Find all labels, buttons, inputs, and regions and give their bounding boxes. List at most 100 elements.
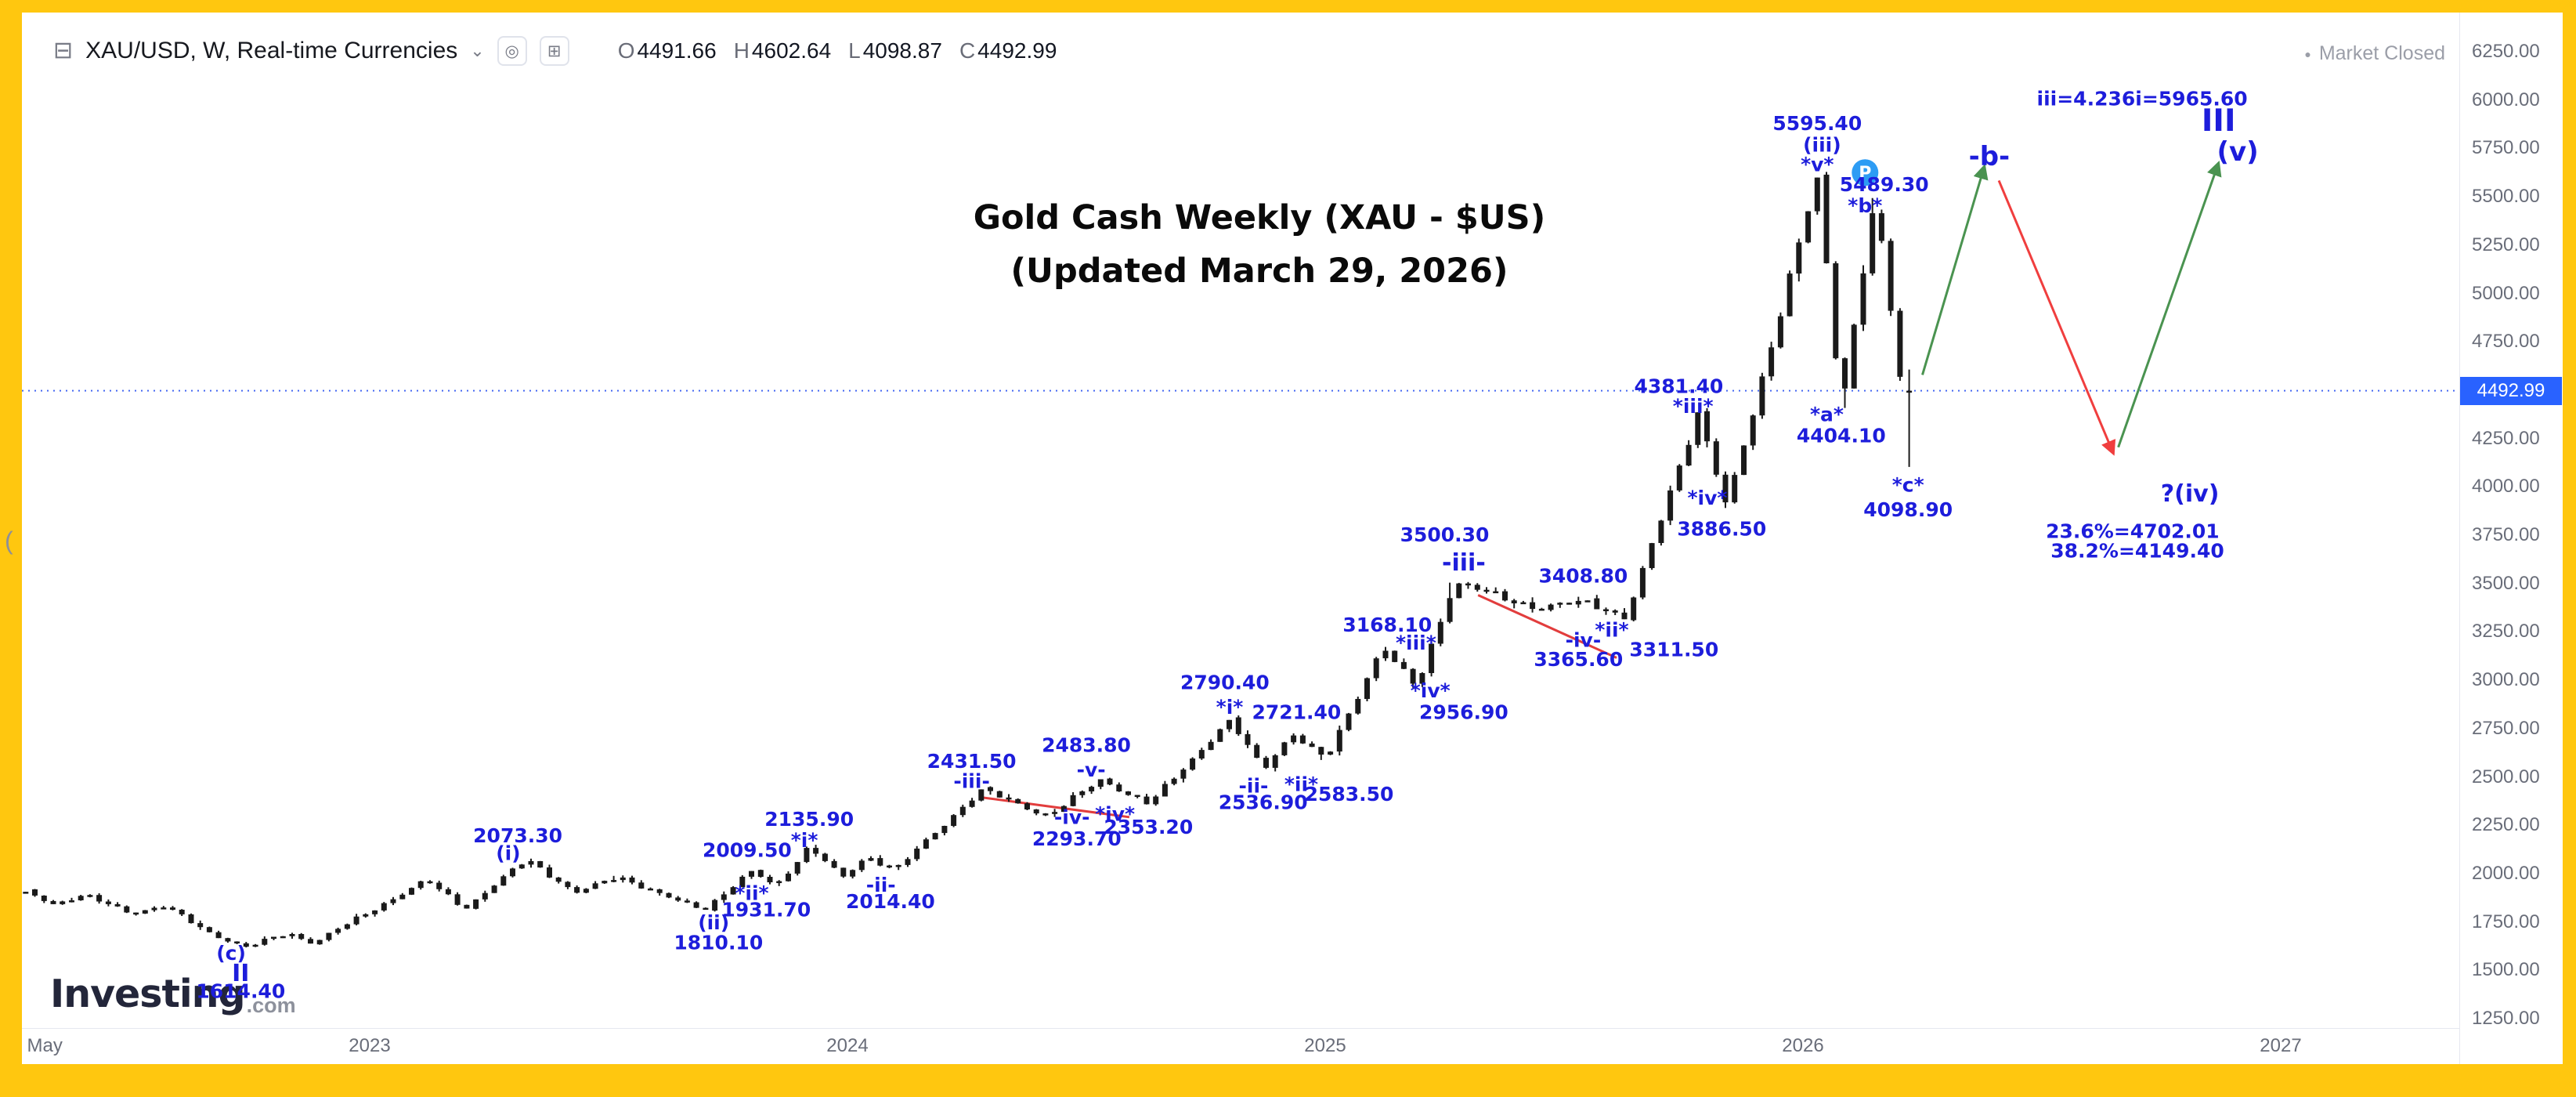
ohlc-item: H 4602.64 — [733, 38, 832, 63]
wave-annotation: *v* — [1801, 154, 1834, 176]
chart-header: ⊟ XAU/USD, W, Real-time Currencies ⌄ ◎ ⊞… — [53, 36, 1057, 66]
price-tick-label: 1250.00 — [2472, 1008, 2540, 1029]
svg-text:P: P — [1859, 164, 1871, 183]
wave-annotation: 1614.40 — [196, 980, 285, 1003]
time-tick-label: 2025 — [1304, 1035, 1346, 1056]
wave-annotation: *c* — [1892, 474, 1924, 497]
wave-annotation: *iv* — [1687, 487, 1727, 509]
wave-annotation: 4098.90 — [1863, 498, 1953, 521]
market-status: ● Market Closed — [2304, 42, 2445, 65]
wave-annotation: -iv- — [1566, 628, 1602, 651]
wave-annotation: 2956.90 — [1419, 701, 1508, 723]
price-tick-label: 4250.00 — [2472, 427, 2540, 449]
wave-annotation: *ii* — [735, 882, 768, 904]
ohlc-item: L 4098.87 — [848, 38, 942, 63]
wave-annotation: *a* — [1810, 404, 1844, 426]
ohlc-item: O 4491.66 — [617, 38, 717, 63]
wave-annotation: 4381.40 — [1634, 375, 1723, 398]
wave-annotation: 2431.50 — [927, 750, 1017, 773]
price-tick-label: 4750.00 — [2472, 331, 2540, 353]
time-tick-label: 2027 — [2260, 1035, 2302, 1056]
wave-annotation: 3168.10 — [1342, 614, 1432, 636]
wave-annotation: (v) — [2217, 136, 2258, 168]
chart-title-line1: Gold Cash Weekly (XAU - $US) — [973, 198, 1546, 237]
price-tick-label: 2000.00 — [2472, 862, 2540, 884]
wave-annotation: (ii) — [698, 911, 729, 934]
wave-annotation: 5595.40 — [1772, 112, 1862, 135]
projection-arrow-up[interactable] — [1921, 163, 1989, 375]
price-tick-label: 6250.00 — [2472, 41, 2540, 62]
time-tick-label: 2023 — [349, 1035, 391, 1056]
chart-panel: Gold Cash Weekly (XAU - $US) (Updated Ma… — [22, 13, 2563, 1064]
wave-annotation: 2014.40 — [846, 890, 935, 913]
wave-annotation: *iii* — [1673, 395, 1714, 418]
status-dot-icon: ● — [2304, 47, 2311, 60]
wave-annotation: 2483.80 — [1042, 734, 1131, 757]
price-tick-label: 6000.00 — [2472, 89, 2540, 110]
wave-annotation: 3886.50 — [1677, 517, 1766, 540]
wave-annotation: 2073.30 — [473, 824, 562, 847]
layout-grid-icon[interactable]: ⊟ — [53, 38, 74, 63]
wave-annotation: 2293.70 — [1032, 827, 1122, 850]
wave-annotation: (iii) — [1803, 133, 1841, 156]
price-tick-label: 5250.00 — [2472, 234, 2540, 255]
symbol-title[interactable]: XAU/USD, W, Real-time Currencies — [85, 38, 458, 63]
wave-annotation: *b* — [1848, 194, 1882, 217]
wave-annotation: -iii- — [1442, 549, 1486, 577]
wave-annotation: *ii* — [1595, 618, 1628, 641]
wave-annotation: 2721.40 — [1252, 701, 1341, 723]
projection-arrow-up[interactable] — [2117, 160, 2222, 448]
snapshot-icon[interactable]: ◎ — [497, 36, 527, 66]
price-tick-label: 5750.00 — [2472, 137, 2540, 159]
market-status-label: Market Closed — [2318, 42, 2445, 64]
wave-annotation: *ii* — [1284, 773, 1318, 796]
wave-annotation: 3311.50 — [1629, 639, 1718, 661]
price-tick-label: 2250.00 — [2472, 814, 2540, 836]
wave-annotation: 1810.10 — [674, 931, 763, 954]
wave-annotation: 4404.10 — [1797, 425, 1886, 447]
wave-annotation: -ii- — [866, 874, 896, 896]
price-tick-label: 3750.00 — [2472, 524, 2540, 545]
wave-annotation: 5489.30 — [1840, 173, 1929, 196]
wave-annotation: *i* — [1216, 696, 1244, 719]
wave-annotation: 2353.20 — [1104, 816, 1193, 838]
price-tick-label: 3250.00 — [2472, 621, 2540, 643]
wave-annotation: 23.6%=4702.01 — [2046, 520, 2220, 542]
wave-annotation: 2536.90 — [1219, 791, 1308, 814]
wave-annotation: (i) — [496, 842, 520, 865]
price-tick-label: 2500.00 — [2472, 766, 2540, 787]
wave-annotation: -ii- — [1239, 775, 1269, 798]
chart-title-line2: (Updated March 29, 2026) — [1010, 252, 1508, 291]
investing-logo-main: Investing — [50, 972, 246, 1016]
price-tick-label: 3000.00 — [2472, 669, 2540, 691]
compare-icon[interactable]: ⊞ — [539, 36, 569, 66]
trendline[interactable] — [981, 796, 1130, 819]
wave-annotation: 1931.70 — [721, 898, 811, 921]
wave-annotation: -b- — [1969, 141, 2011, 172]
candlestick-series[interactable] — [23, 172, 1913, 948]
price-tick-label: 5500.00 — [2472, 186, 2540, 208]
price-tick-label: 4000.00 — [2472, 476, 2540, 498]
wave-annotation: 2790.40 — [1180, 672, 1270, 694]
time-tick-label: May — [27, 1035, 63, 1056]
wave-annotation: -iii- — [953, 769, 989, 792]
time-tick-label: 2024 — [826, 1035, 869, 1056]
trendline[interactable] — [1477, 594, 1617, 659]
wave-annotation: 3408.80 — [1538, 564, 1628, 587]
wave-annotation: III — [2202, 103, 2236, 139]
wave-annotation: II — [232, 960, 249, 987]
wave-annotation: *i* — [791, 829, 818, 852]
price-tick-label: 3500.00 — [2472, 572, 2540, 594]
price-axis[interactable]: 4492.99 6250.00 6000.00 5750.00 5500.00 5250… — [2459, 13, 2563, 1064]
investing-logo: Investing.com — [50, 972, 296, 1017]
wave-annotation: (c) — [216, 942, 246, 965]
price-tick-label: 1500.00 — [2472, 959, 2540, 981]
projection-arrow-down[interactable] — [1997, 179, 2116, 456]
time-axis[interactable]: May 2023 2024 2025 2026 2027 — [22, 1028, 2459, 1064]
chevron-down-icon[interactable]: ⌄ — [470, 41, 485, 60]
collapse-toolbar-icon[interactable]: ( — [5, 527, 13, 555]
pro-badge-icon[interactable]: P — [1852, 159, 1879, 186]
wave-annotation: ?(iv) — [2161, 480, 2220, 508]
